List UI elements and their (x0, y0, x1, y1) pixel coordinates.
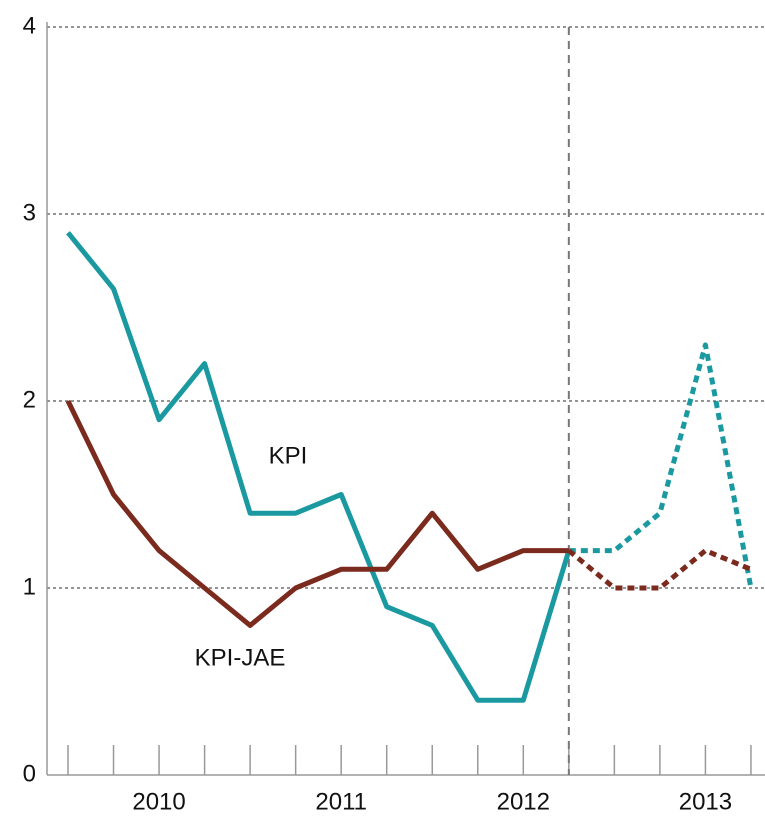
y-tick-label: 2 (23, 386, 36, 413)
y-tick-label: 3 (23, 199, 36, 226)
y-tick-label: 0 (23, 760, 36, 787)
line (65, 399, 569, 628)
line (66, 231, 572, 703)
series-label: KPI-JAE (195, 644, 286, 671)
forecast-line (567, 548, 752, 591)
x-tick-label: 2012 (497, 788, 550, 815)
series-label: KPI (269, 442, 308, 469)
x-tick-label: 2011 (315, 788, 367, 815)
forecast-line (568, 342, 754, 589)
x-tick-label: 2010 (132, 788, 185, 815)
y-tick-label: 4 (23, 12, 36, 39)
y-tick-label: 1 (23, 573, 36, 600)
x-tick-label: 2013 (679, 788, 732, 815)
